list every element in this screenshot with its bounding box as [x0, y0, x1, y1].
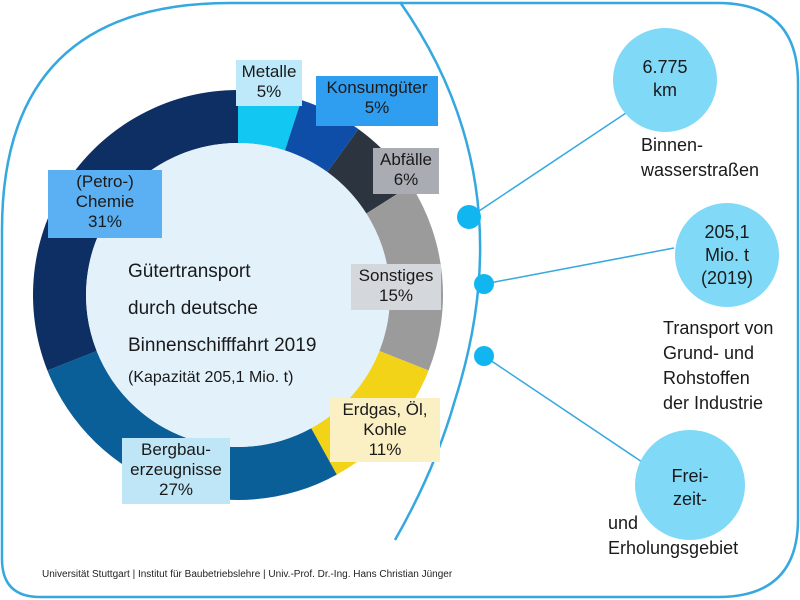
info-bubble-2-line-1: 205,1: [704, 222, 750, 242]
connector-dot-1: [457, 205, 481, 229]
info-caption-2-line-4: der Industrie: [663, 393, 764, 413]
slice-label-konsumgueter: Konsumgüter 5%: [316, 76, 438, 126]
slice-label-name-2: Kohle: [363, 420, 407, 439]
slice-label-sonstiges: Sonstiges 15%: [351, 264, 441, 310]
slice-label-name: Bergbau-: [141, 440, 211, 459]
slice-label-value: 31%: [87, 212, 123, 231]
slice-label-value: 15%: [378, 286, 414, 305]
slice-label-erdgas: Erdgas, Öl, Kohle 11%: [330, 398, 440, 462]
slice-label-name-2: erzeugnisse: [130, 460, 222, 479]
connector-line-1: [469, 112, 627, 218]
slice-label-value: 11%: [368, 440, 402, 459]
info-caption-1-line-1: Binnen-: [641, 135, 704, 155]
info-caption-1-line-2: wasserstraßen: [641, 160, 760, 180]
slice-label-value: 5%: [256, 82, 282, 101]
connector-dot-2: [474, 274, 494, 294]
slice-label-name: Metalle: [241, 62, 297, 81]
info-caption-2-line-2: Grund- und: [663, 343, 755, 363]
info-bubble-2: [675, 203, 779, 307]
slice-label-name: Erdgas, Öl,: [342, 400, 428, 419]
slice-label-chemie: (Petro-) Chemie 31%: [48, 170, 162, 238]
info-caption-3-line-2: Erholungsgebiet: [608, 538, 739, 558]
footer-text: Universität Stuttgart | Institut für Bau…: [42, 569, 453, 580]
slice-label-name: Sonstiges: [358, 266, 434, 285]
info-bubble-1: [613, 28, 717, 132]
slice-label-value: 5%: [364, 98, 390, 117]
donut-slice-bergbau: [47, 350, 337, 500]
info-caption-1: Binnen- wasserstraßen: [641, 133, 759, 183]
slice-label-name: Abfälle: [380, 150, 432, 169]
slice-label-abfaelle: Abfälle 6%: [373, 148, 439, 194]
slice-label-name: Konsumgüter: [326, 78, 428, 97]
info-bubble-2-line-2: Mio. t: [704, 245, 749, 265]
slice-label-bergbau: Bergbau- erzeugnisse 27%: [122, 438, 230, 504]
slice-label-metalle: Metalle 5%: [236, 60, 302, 106]
chart-subtitle: (Kapazität 205,1 Mio. t): [128, 369, 294, 386]
chart-title-line-3: Binnenschifffahrt 2019: [128, 335, 317, 356]
info-caption-2-line-3: Rohstoffen: [663, 368, 750, 388]
slice-label-value: 6%: [393, 170, 419, 189]
slice-label-value: 27%: [158, 480, 194, 499]
info-caption-2: Transport von Grund- und Rohstoffen der …: [663, 316, 773, 416]
info-bubble-1-line-1: 6.775: [642, 57, 688, 77]
info-bubble-3-line-2: zeit-: [672, 489, 707, 509]
info-caption-3-line-1: und: [608, 513, 639, 533]
info-bubble-1-text: 6.775 km: [615, 56, 715, 102]
info-bubble-3-line-1: Frei-: [671, 466, 709, 486]
info-bubble-3: [635, 430, 745, 540]
info-caption-2-line-1: Transport von: [663, 318, 774, 338]
info-bubble-2-text: 205,1 Mio. t (2019): [677, 221, 777, 290]
info-bubble-2-line-3: (2019): [700, 268, 754, 288]
focus-arc: [393, 1, 482, 541]
chart-title-line-2: durch deutsche: [128, 298, 258, 319]
connector-line-3: [483, 355, 652, 469]
donut-slice-chemie: [32, 90, 238, 371]
donut-hole: [86, 143, 390, 447]
info-bubble-1-line-2: km: [653, 80, 677, 100]
connector-dot-3: [474, 346, 494, 366]
slice-label-name-2: Chemie: [75, 192, 135, 211]
info-bubble-3-text: Frei- zeit-: [640, 465, 740, 511]
info-caption-3: und Erholungsgebiet: [608, 511, 738, 561]
slice-label-name: (Petro-): [76, 172, 134, 191]
connector-line-2: [483, 247, 675, 285]
chart-title-line-1: Gütertransport: [128, 261, 251, 282]
